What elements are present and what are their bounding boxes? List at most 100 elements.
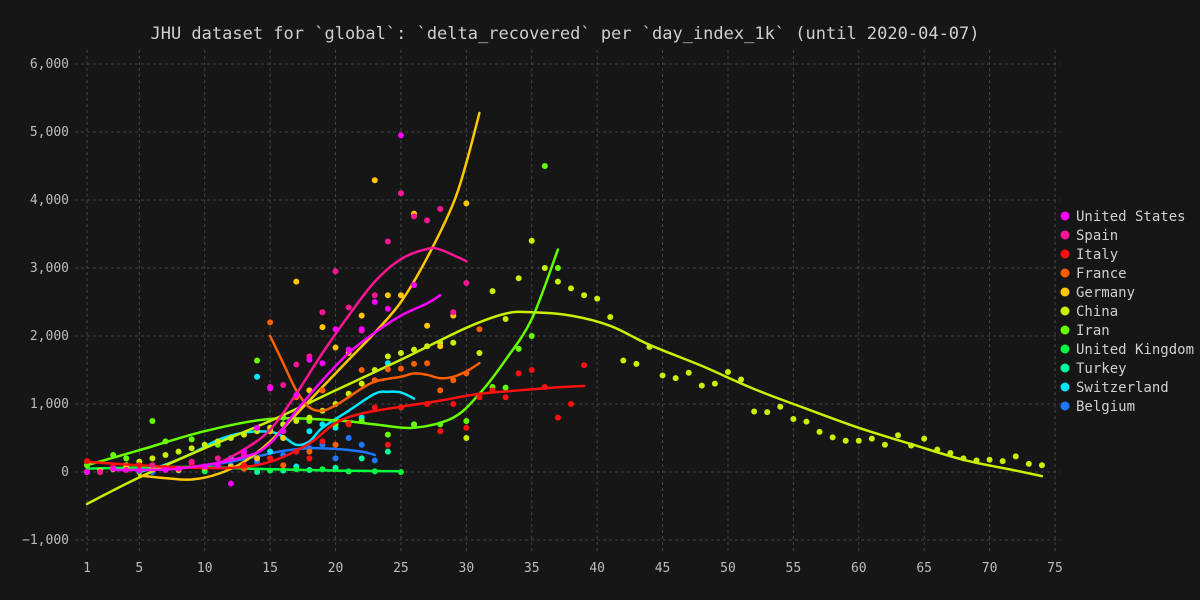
data-point-iran <box>149 418 156 424</box>
data-point-belgium <box>371 457 378 464</box>
data-point-china <box>528 237 535 244</box>
data-point-iran <box>411 421 418 428</box>
data-point-china <box>803 418 810 425</box>
data-point-united-states <box>371 299 378 305</box>
data-point-china <box>450 339 457 346</box>
data-point-switzerland <box>267 448 274 455</box>
data-point-united-states <box>136 467 143 474</box>
legend-item-germany[interactable]: Germany <box>1060 285 1136 301</box>
y-tick-label: 0 <box>61 465 69 480</box>
data-point-china <box>881 441 888 448</box>
legend-item-spain[interactable]: Spain <box>1060 228 1119 244</box>
series-china <box>84 237 1045 506</box>
data-point-china <box>1025 460 1032 467</box>
y-tick-label: 3,000 <box>30 261 69 276</box>
data-point-france <box>306 448 313 455</box>
data-point-united-states <box>280 428 287 435</box>
legend-marker-switzerland <box>1060 382 1070 392</box>
x-tick-label: 40 <box>589 561 605 576</box>
x-tick-label: 30 <box>459 561 475 576</box>
data-point-germany <box>371 177 378 184</box>
data-point-china <box>908 442 915 449</box>
data-point-spain <box>384 238 391 245</box>
data-point-france <box>371 377 378 384</box>
data-point-switzerland <box>319 421 326 428</box>
x-tick-label: 1 <box>83 561 91 576</box>
legend-item-turkey[interactable]: Turkey <box>1060 361 1127 377</box>
data-point-france <box>397 365 404 372</box>
legend-item-united-kingdom[interactable]: United Kingdom <box>1060 342 1195 358</box>
data-point-china <box>829 434 836 441</box>
data-point-united-states <box>84 469 90 475</box>
data-point-italy <box>306 455 313 462</box>
legend-item-france[interactable]: France <box>1060 266 1127 282</box>
y-tick-label: 2,000 <box>30 329 69 344</box>
data-point-china <box>515 275 522 282</box>
data-point-spain <box>280 381 287 388</box>
legend-item-china[interactable]: China <box>1060 304 1119 320</box>
data-point-spain <box>319 309 326 316</box>
x-tick-label: 70 <box>982 561 998 576</box>
data-point-china <box>214 438 221 445</box>
data-point-iran <box>110 452 117 458</box>
data-point-switzerland <box>254 373 261 380</box>
legend-marker-france <box>1060 268 1070 278</box>
data-point-china <box>463 435 470 441</box>
data-point-iran <box>254 357 261 364</box>
data-point-china <box>921 435 928 442</box>
x-tick-label: 60 <box>851 561 867 576</box>
data-point-united-states <box>397 132 404 139</box>
legend-label-china: China <box>1076 304 1118 320</box>
data-point-china <box>633 360 640 367</box>
x-tick-label: 15 <box>262 561 278 576</box>
data-point-turkey <box>254 469 261 475</box>
data-point-china <box>175 448 182 455</box>
legend-marker-united-states <box>1060 211 1070 221</box>
data-point-china <box>1038 462 1045 469</box>
data-point-china <box>947 449 954 456</box>
data-point-italy <box>528 367 535 373</box>
data-point-united-kingdom <box>293 466 300 473</box>
data-point-china <box>358 380 365 387</box>
data-point-china <box>855 437 862 444</box>
data-point-united-states <box>332 326 339 333</box>
data-point-spain <box>345 304 352 311</box>
data-point-china <box>397 350 404 356</box>
x-tick-label: 20 <box>328 561 344 576</box>
data-point-belgium <box>345 435 352 441</box>
y-tick-label: −1,000 <box>22 533 69 548</box>
legend-marker-turkey <box>1060 363 1070 373</box>
data-point-spain <box>188 458 195 465</box>
data-point-iran <box>162 438 169 445</box>
data-point-united-kingdom <box>397 469 404 475</box>
legend-item-belgium[interactable]: Belgium <box>1060 399 1136 415</box>
data-point-france <box>319 387 326 394</box>
data-point-china <box>1012 453 1019 460</box>
legend-item-italy[interactable]: Italy <box>1060 247 1119 263</box>
data-point-china <box>293 418 300 424</box>
legend-marker-iran <box>1060 325 1070 335</box>
data-point-germany <box>437 343 444 350</box>
data-point-italy <box>437 428 444 435</box>
data-point-italy <box>554 414 561 421</box>
legend-item-switzerland[interactable]: Switzerland <box>1060 380 1169 396</box>
data-point-italy <box>345 421 352 428</box>
legend-item-united-states[interactable]: United States <box>1060 209 1186 225</box>
chart-marks <box>84 111 1045 506</box>
data-point-china <box>711 380 718 387</box>
data-point-spain <box>437 205 444 212</box>
data-point-italy <box>267 455 274 462</box>
data-point-belgium <box>332 455 339 462</box>
data-point-china <box>384 353 391 360</box>
legend-marker-united-kingdom <box>1060 344 1070 354</box>
data-point-united-kingdom <box>267 467 274 474</box>
legend-label-belgium: Belgium <box>1076 399 1135 415</box>
legend-marker-spain <box>1060 230 1070 240</box>
data-point-germany <box>397 292 404 299</box>
legend: United States Spain Italy France Germany Chin… <box>1060 209 1195 415</box>
trend-line-germany <box>138 111 481 481</box>
data-point-united-states <box>345 346 352 353</box>
legend-item-iran[interactable]: Iran <box>1060 323 1110 339</box>
y-tick-label: 1,000 <box>30 397 69 412</box>
